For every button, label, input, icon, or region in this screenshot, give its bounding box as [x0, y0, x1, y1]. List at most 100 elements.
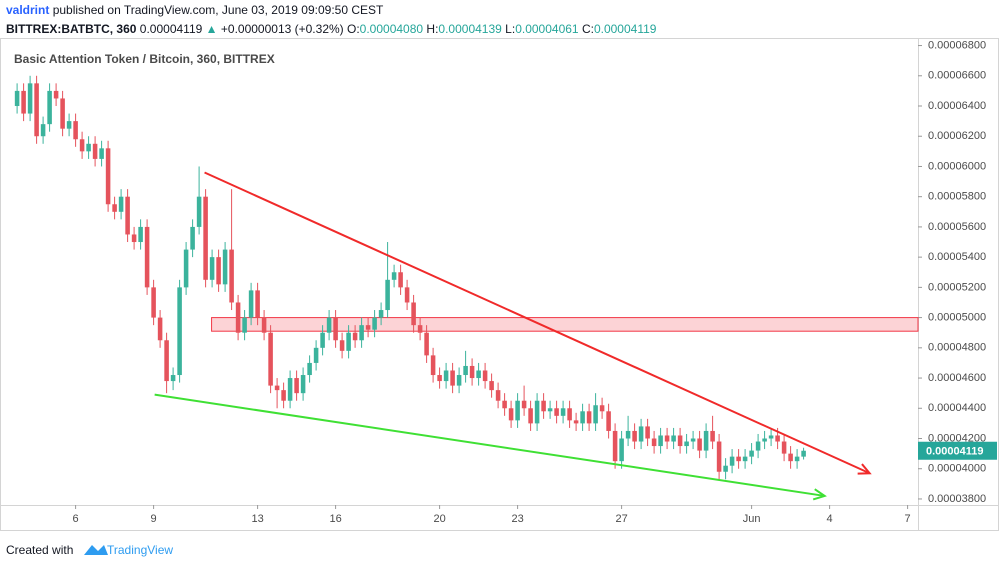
y-tick-label: 0.00006200	[928, 130, 986, 142]
candle-body	[599, 405, 605, 412]
candle-body	[255, 290, 260, 318]
arrow-head	[857, 463, 872, 475]
candle-body	[346, 332, 351, 351]
candle-body	[352, 332, 358, 341]
x-tick-label: 27	[615, 513, 627, 525]
candle-body	[209, 257, 215, 280]
candle-body	[125, 196, 130, 235]
candle-body	[138, 226, 143, 243]
candle-body	[755, 441, 761, 451]
y-tick-label: 0.00004000	[928, 463, 986, 475]
arrow-head	[812, 488, 827, 501]
candle-body	[398, 272, 403, 288]
candle-body	[521, 400, 527, 409]
candle-body	[476, 370, 481, 379]
resistance-zone	[211, 317, 919, 332]
y-tick-label: 0.00005600	[928, 221, 986, 233]
footer-created: Created with	[6, 543, 73, 557]
candle-body	[359, 325, 364, 341]
author[interactable]: valdrint	[6, 3, 49, 17]
x-tick-label: 13	[251, 513, 263, 525]
y-tick-label: 0.00004600	[928, 372, 986, 384]
candle-body	[801, 450, 806, 457]
trend-line	[154, 393, 825, 497]
candle-body	[242, 317, 247, 333]
candle-body	[47, 90, 52, 125]
candle-body	[463, 365, 468, 376]
candle-body	[580, 411, 585, 424]
publish-line: valdrint published on TradingView.com, J…	[6, 3, 384, 17]
candle-body	[567, 408, 572, 421]
candle-body	[593, 405, 598, 424]
close: 0.00004119	[594, 22, 657, 36]
candle-body	[697, 438, 702, 451]
candle-body	[560, 408, 566, 416]
candle-body	[274, 385, 280, 391]
candle-body	[151, 287, 156, 318]
y-tick-label: 0.00006400	[928, 100, 986, 112]
candle-body	[515, 400, 520, 421]
candle-body	[554, 408, 559, 416]
candle-body	[131, 234, 137, 243]
candle-body	[788, 453, 793, 462]
candle-body	[222, 249, 228, 285]
change: +0.00000013 (+0.32%)	[221, 22, 344, 36]
candle-body	[632, 430, 637, 442]
candle-body	[684, 441, 689, 447]
candle-body	[203, 196, 208, 280]
candle-body	[196, 196, 202, 227]
candle-body	[638, 426, 644, 442]
candle-body	[281, 390, 286, 401]
series-title: Basic Attention Token / Bitcoin, 360, BI…	[14, 52, 275, 66]
footer-brand[interactable]: TradingView	[107, 543, 173, 557]
candle-body	[157, 317, 163, 341]
candle-body	[690, 438, 696, 442]
candle-body	[112, 204, 117, 212]
candle-body	[40, 124, 46, 137]
candle-body	[424, 332, 429, 356]
candle-body	[729, 456, 735, 466]
candle-body	[404, 287, 410, 303]
candle-body	[586, 411, 592, 424]
candle-body	[430, 355, 436, 376]
candle-body	[495, 390, 501, 401]
y-tick-label: 0.00006800	[928, 39, 986, 51]
y-tick-label: 0.00004200	[928, 432, 986, 444]
candle-body	[489, 381, 494, 391]
candle-body	[541, 400, 546, 412]
candle-body	[534, 400, 540, 424]
symbol: BITTREX:BATBTC, 360	[6, 22, 137, 36]
candle-body	[372, 317, 377, 330]
candle-body	[469, 365, 475, 379]
candle-body	[307, 362, 312, 376]
candle-body	[736, 456, 741, 462]
candle-body	[456, 375, 462, 386]
x-tick-label: 9	[151, 513, 157, 525]
candle-body	[66, 121, 72, 129]
candle-body	[612, 430, 618, 462]
candle-body	[339, 340, 345, 351]
candle-body	[723, 465, 728, 472]
y-tick-label: 0.00004800	[928, 342, 986, 354]
candle-body	[60, 98, 65, 129]
candle-body	[378, 310, 384, 318]
candle-body	[235, 302, 241, 333]
candle-body	[651, 438, 657, 447]
candle-body	[450, 370, 455, 386]
y-tick-label: 0.00005000	[928, 312, 986, 324]
candle-body	[443, 370, 449, 382]
candle-body	[177, 287, 182, 376]
candle-body	[365, 325, 371, 330]
candle-body	[645, 426, 650, 439]
candle-body	[14, 90, 20, 107]
candle-body	[606, 411, 611, 431]
y-tick-label: 0.00005200	[928, 281, 986, 293]
candle-body	[547, 408, 553, 412]
candle-body	[502, 400, 507, 409]
candle-body	[573, 420, 579, 424]
trend-line	[204, 171, 871, 475]
candle-body	[625, 430, 631, 439]
x-tick-label: 23	[511, 513, 523, 525]
candle-body	[391, 272, 397, 280]
